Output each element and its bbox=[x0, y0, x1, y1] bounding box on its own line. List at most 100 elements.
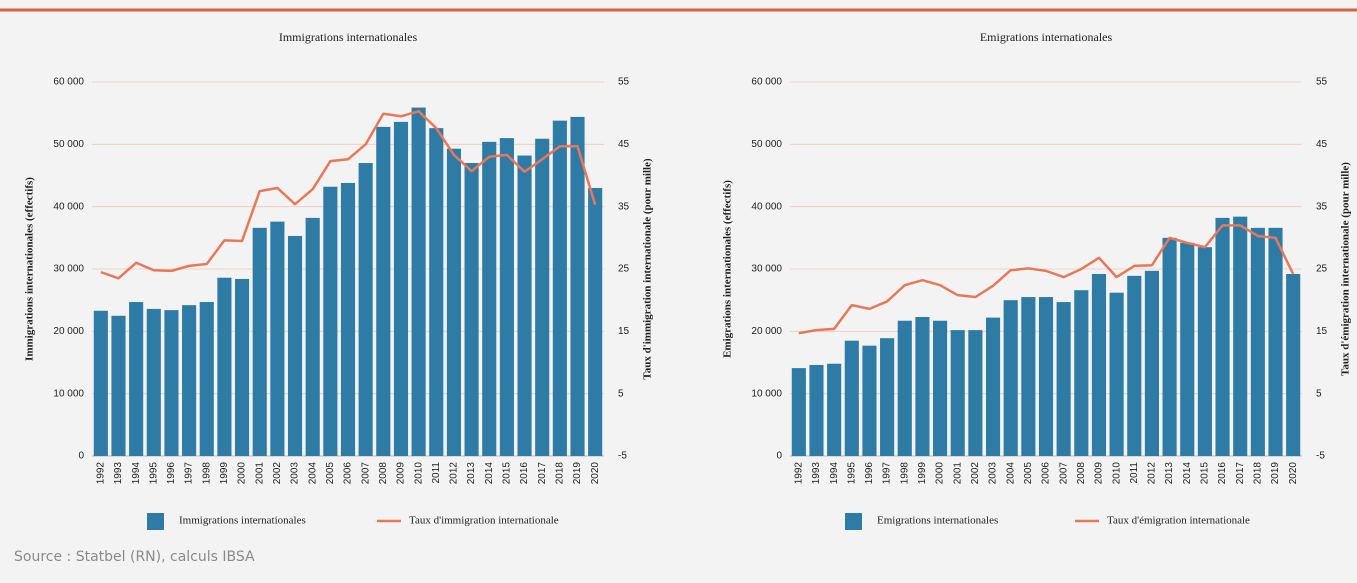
bar bbox=[376, 126, 391, 456]
bar bbox=[968, 330, 983, 456]
x-tick-label: 2017 bbox=[1235, 462, 1246, 485]
bar bbox=[1127, 275, 1142, 456]
x-tick-label: 1996 bbox=[166, 462, 177, 485]
x-tick-label: 1992 bbox=[793, 462, 804, 485]
bar bbox=[1233, 216, 1248, 456]
bar bbox=[827, 363, 842, 456]
legend-swatch bbox=[845, 513, 862, 530]
y2-tick-label: 25 bbox=[618, 264, 630, 275]
chart-title: Emigrations internationales bbox=[980, 30, 1113, 44]
y2-tick-label: 35 bbox=[1316, 201, 1328, 212]
x-tick-label: 1997 bbox=[184, 462, 195, 485]
legend-label: Taux d'émigration internationale bbox=[1107, 515, 1250, 527]
bar bbox=[588, 187, 603, 456]
x-tick-label: 1994 bbox=[131, 462, 142, 485]
x-tick-label: 2000 bbox=[935, 462, 946, 485]
bar bbox=[1286, 273, 1301, 456]
bar bbox=[535, 138, 550, 456]
y-tick-label: 40 000 bbox=[751, 201, 782, 212]
x-tick-label: 2016 bbox=[519, 462, 530, 485]
bar bbox=[1197, 247, 1212, 456]
x-tick-label: 1999 bbox=[917, 462, 928, 485]
bar bbox=[1144, 270, 1159, 456]
bar bbox=[305, 217, 320, 456]
bar bbox=[411, 107, 426, 456]
y2-tick-label: 5 bbox=[1316, 388, 1322, 399]
y-tick-label: 30 000 bbox=[53, 264, 84, 275]
x-tick-label: 1999 bbox=[219, 462, 230, 485]
x-tick-label: 2007 bbox=[360, 462, 371, 485]
bar bbox=[111, 315, 126, 456]
x-tick-label: 2010 bbox=[413, 462, 424, 485]
y-axis-title: Emigrations internationales (effectifs) bbox=[722, 180, 734, 358]
legend-label: Taux d'immigration internationale bbox=[409, 515, 559, 527]
y-tick-label: 10 000 bbox=[751, 388, 782, 399]
y-axis-title: Immigrations internationales (effectifs) bbox=[24, 177, 36, 361]
x-tick-label: 1992 bbox=[95, 462, 106, 485]
y2-tick-label: -5 bbox=[618, 451, 627, 462]
chart-title: Immigrations internationales bbox=[279, 30, 418, 44]
x-tick-label: 2008 bbox=[378, 462, 389, 485]
x-tick-label: 2002 bbox=[970, 462, 981, 485]
x-tick-label: 1994 bbox=[829, 462, 840, 485]
x-tick-label: 2001 bbox=[952, 462, 963, 485]
bar bbox=[809, 364, 824, 456]
bar bbox=[340, 182, 356, 457]
bar bbox=[950, 330, 965, 456]
x-tick-label: 1996 bbox=[864, 462, 875, 485]
x-tick-label: 2013 bbox=[466, 462, 477, 485]
x-tick-label: 2013 bbox=[1164, 462, 1175, 485]
y2-tick-label: 35 bbox=[618, 201, 630, 212]
y-tick-label: 60 000 bbox=[53, 77, 84, 88]
x-tick-label: 2004 bbox=[307, 462, 318, 485]
bar bbox=[1056, 302, 1071, 456]
bar bbox=[164, 310, 179, 456]
x-tick-label: 1993 bbox=[113, 462, 124, 485]
bar bbox=[182, 305, 197, 456]
bar bbox=[270, 221, 285, 456]
bar bbox=[933, 320, 948, 456]
x-tick-label: 2006 bbox=[1041, 462, 1052, 485]
bar bbox=[1021, 297, 1036, 456]
bar bbox=[552, 120, 567, 456]
x-tick-label: 2015 bbox=[1200, 462, 1211, 485]
y-tick-label: 40 000 bbox=[53, 201, 84, 212]
bar bbox=[1038, 297, 1054, 456]
y2-axis-title: Taux d'émigration internationale (pour m… bbox=[1340, 162, 1352, 376]
x-tick-label: 2004 bbox=[1005, 462, 1016, 485]
y2-tick-label: 55 bbox=[618, 77, 630, 88]
x-tick-label: 2008 bbox=[1076, 462, 1087, 485]
bar bbox=[1250, 227, 1265, 456]
legend-swatch bbox=[147, 513, 164, 530]
x-tick-label: 2020 bbox=[590, 462, 601, 485]
bar bbox=[1268, 227, 1283, 456]
bar bbox=[464, 163, 479, 457]
bar bbox=[880, 338, 895, 456]
y2-tick-label: 45 bbox=[1316, 139, 1328, 150]
y2-tick-label: 25 bbox=[1316, 264, 1328, 275]
x-tick-label: 2003 bbox=[988, 462, 999, 485]
bar bbox=[1215, 217, 1230, 456]
bar bbox=[358, 163, 373, 457]
y-tick-label: 20 000 bbox=[53, 326, 84, 337]
x-tick-label: 1993 bbox=[811, 462, 822, 485]
bar bbox=[482, 141, 497, 456]
x-tick-label: 1997 bbox=[882, 462, 893, 485]
bar bbox=[915, 316, 930, 456]
y2-tick-label: 5 bbox=[618, 388, 624, 399]
x-tick-label: 2019 bbox=[572, 462, 583, 485]
bar bbox=[499, 138, 514, 456]
y-tick-label: 50 000 bbox=[53, 139, 84, 150]
x-tick-label: 2011 bbox=[1129, 462, 1140, 484]
legend-label: Immigrations internationales bbox=[179, 515, 306, 527]
bar bbox=[129, 302, 144, 456]
x-tick-label: 2011 bbox=[431, 462, 442, 484]
y-tick-label: 30 000 bbox=[751, 264, 782, 275]
x-tick-label: 2015 bbox=[502, 462, 513, 485]
x-tick-label: 2014 bbox=[484, 462, 495, 485]
y2-tick-label: -5 bbox=[1316, 451, 1325, 462]
x-tick-label: 2000 bbox=[237, 462, 248, 485]
x-tick-label: 1995 bbox=[846, 462, 857, 485]
x-tick-label: 2019 bbox=[1270, 462, 1281, 485]
